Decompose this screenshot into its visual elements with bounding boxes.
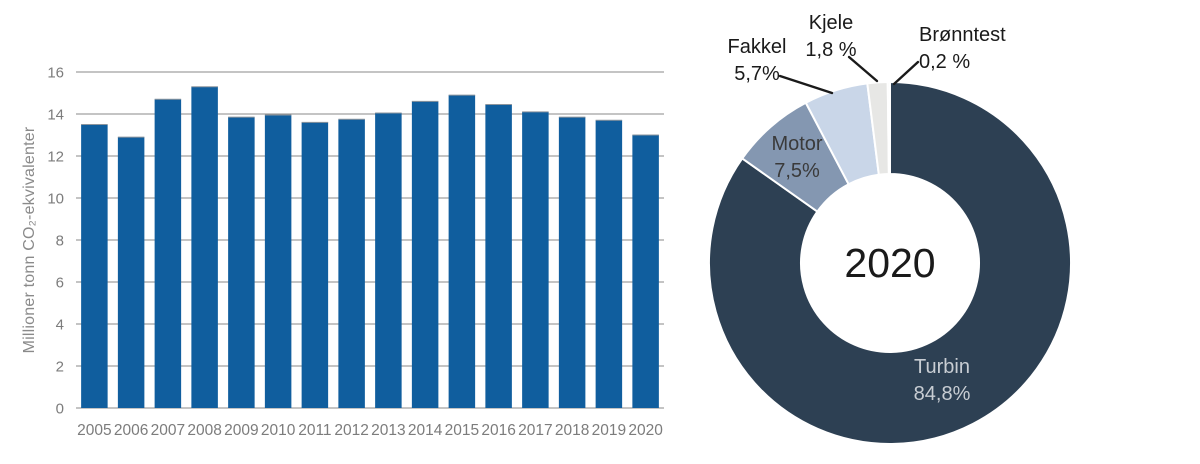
fakkel-leader-line xyxy=(778,74,834,95)
x-tick-2012: 2012 xyxy=(334,422,368,439)
bar-2008 xyxy=(191,86,218,408)
y-tick-8: 8 xyxy=(56,233,64,250)
y-axis-title: Millioner tonn CO₂-ekvivalenter xyxy=(21,126,38,354)
x-tick-2017: 2017 xyxy=(518,422,552,439)
fakkel-pct: 5,7% xyxy=(734,63,780,85)
bar-2011 xyxy=(301,122,329,409)
turbin-name: Turbin xyxy=(914,356,970,378)
x-tick-2016: 2016 xyxy=(481,422,515,439)
y-tick-12: 12 xyxy=(47,149,64,166)
bar-2007 xyxy=(154,99,182,409)
bar-2009 xyxy=(228,117,255,409)
bar-2005 xyxy=(81,124,108,408)
motor-pct: 7,5% xyxy=(774,160,820,182)
leader-lines xyxy=(778,55,920,95)
bar-2020 xyxy=(632,135,659,408)
x-tick-2018: 2018 xyxy=(555,422,589,439)
bar-2015 xyxy=(448,95,476,408)
x-tick-2008: 2008 xyxy=(187,422,221,439)
y-tick-2: 2 xyxy=(56,359,64,376)
bronntest-leader-line xyxy=(892,60,920,86)
bronntest-pct: 0,2 % xyxy=(919,51,971,73)
x-tick-2013: 2013 xyxy=(371,422,405,439)
bar-2016 xyxy=(485,104,512,409)
y-tick-10: 10 xyxy=(47,191,64,208)
x-tick-2020: 2020 xyxy=(628,422,663,439)
turbin-callout: Turbin 84,8% xyxy=(898,354,986,408)
x-tick-2011: 2011 xyxy=(298,422,331,439)
kjele-leader-line xyxy=(847,55,879,83)
y-tick-4: 4 xyxy=(56,317,64,334)
bronntest-name: Brønntest xyxy=(919,24,1006,46)
motor-name: Motor xyxy=(771,133,823,155)
x-tick-2007: 2007 xyxy=(151,422,185,439)
bronntest-callout: Brønntest 0,2 % xyxy=(919,22,1029,76)
fakkel-callout: Fakkel 5,7% xyxy=(715,34,799,88)
fakkel-name: Fakkel xyxy=(727,36,787,58)
kjele-pct: 1,8 % xyxy=(805,39,857,61)
bar-2017 xyxy=(522,111,549,409)
x-tick-2015: 2015 xyxy=(445,422,479,439)
motor-callout: Motor 7,5% xyxy=(755,131,839,185)
bar-2012 xyxy=(338,119,365,408)
x-tick-2009: 2009 xyxy=(224,422,258,439)
y-tick-0: 0 xyxy=(56,401,64,418)
kjele-callout: Kjele 1,8 % xyxy=(789,10,873,64)
y-tick-14: 14 xyxy=(47,107,64,124)
donut-slices xyxy=(708,81,1072,445)
x-tick-2019: 2019 xyxy=(592,422,626,439)
x-tick-2014: 2014 xyxy=(408,422,443,439)
x-tick-2010: 2010 xyxy=(261,422,296,439)
bar-2019 xyxy=(595,120,623,409)
bar-2018 xyxy=(558,117,586,409)
kjele-name: Kjele xyxy=(808,12,854,34)
donut-chart xyxy=(708,55,1072,445)
donut-center-year: 2020 xyxy=(844,240,936,286)
bar-2010 xyxy=(264,115,292,409)
x-tick-2005: 2005 xyxy=(77,422,111,439)
donut-slice-4 xyxy=(886,81,891,176)
bar-2014 xyxy=(411,101,439,409)
donut-slice-0 xyxy=(708,81,1072,445)
y-tick-6: 6 xyxy=(56,275,64,292)
y-tick-16: 16 xyxy=(47,65,64,82)
x-tick-2006: 2006 xyxy=(114,422,148,439)
bar-2006 xyxy=(117,137,145,408)
turbin-pct: 84,8% xyxy=(913,383,971,405)
bar-2013 xyxy=(375,112,402,408)
